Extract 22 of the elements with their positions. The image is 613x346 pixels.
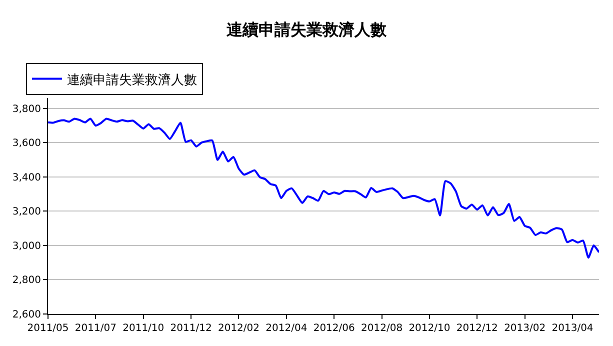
x-tick-label: 2011/10 (122, 323, 164, 334)
line-series (48, 118, 599, 259)
x-tick-label: 2012/08 (361, 323, 403, 334)
x-tick-label: 2012/06 (313, 323, 355, 334)
x-tick-label: 2012/02 (218, 323, 260, 334)
y-tick-label: 3,000 (12, 240, 41, 252)
x-tick-label: 2012/12 (456, 323, 498, 334)
x-tick-label: 2011/07 (74, 323, 116, 334)
y-tick-label: 2,600 (12, 310, 41, 320)
x-tick-label: 2012/10 (408, 323, 450, 334)
y-tick-label: 2,800 (12, 275, 41, 286)
legend-label: 連續申請失業救濟人數 (66, 72, 197, 88)
y-tick-label: 3,400 (12, 172, 41, 184)
x-tick-label: 2011/12 (170, 323, 212, 334)
y-tick-label: 3,800 (12, 104, 41, 115)
x-tick-label: 2012/04 (266, 323, 308, 334)
chart-title: 連續申請失業救濟人數 (226, 20, 388, 40)
y-tick-label: 3,200 (12, 206, 41, 218)
x-tick-label: 2013/02 (504, 323, 546, 334)
x-tick-label: 2013/04 (552, 323, 594, 334)
x-tick-label: 2011/05 (27, 323, 69, 334)
y-tick-label: 3,600 (12, 138, 41, 150)
